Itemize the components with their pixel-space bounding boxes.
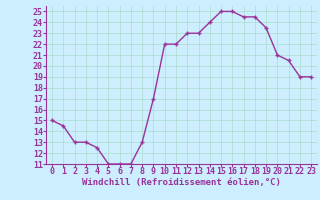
X-axis label: Windchill (Refroidissement éolien,°C): Windchill (Refroidissement éolien,°C) xyxy=(82,178,281,187)
